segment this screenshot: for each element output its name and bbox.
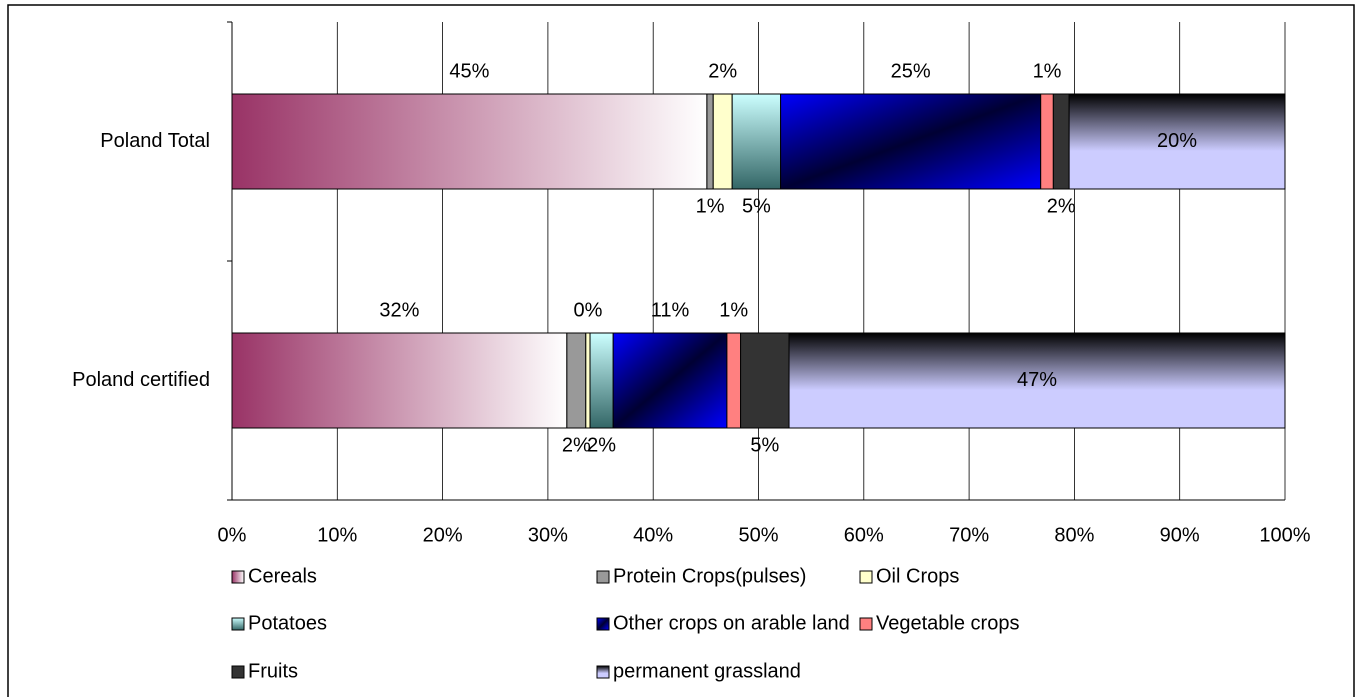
legend-label: Fruits [248, 660, 298, 682]
x-tick-label: 90% [1160, 524, 1200, 546]
bar-segment [566, 332, 587, 429]
bar-segment [612, 332, 728, 429]
category-label: Poland Total [100, 130, 210, 152]
x-tick-label: 20% [423, 524, 463, 546]
bar-segment [231, 93, 708, 190]
bar-segment [731, 93, 782, 190]
legend-label: Potatoes [248, 612, 327, 634]
legend-swatch [596, 617, 610, 631]
x-tick-label: 80% [1054, 524, 1094, 546]
value-label: 2% [708, 60, 737, 82]
x-tick-label: 30% [528, 524, 568, 546]
legend-label: Other crops on arable land [613, 612, 850, 634]
legend-swatch [859, 570, 873, 584]
bar-segment [740, 332, 790, 429]
value-label: 2% [1047, 195, 1076, 217]
bar-segment [1052, 93, 1070, 190]
bar-segment [726, 332, 742, 429]
value-label: 2% [562, 434, 591, 456]
legend-label: permanent grassland [613, 660, 801, 682]
value-label: 20% [1157, 130, 1197, 152]
bar-segment [585, 332, 591, 429]
value-label: 47% [1017, 369, 1057, 391]
x-tick-label: 50% [738, 524, 778, 546]
bar-segment [589, 332, 614, 429]
value-label: 1% [719, 299, 748, 321]
value-label: 5% [750, 434, 779, 456]
legend-swatch [596, 570, 610, 584]
value-label: 11% [651, 299, 690, 321]
legend-label: Protein Crops(pulses) [613, 565, 806, 587]
bar-segment [712, 93, 733, 190]
bar-segment [1068, 93, 1286, 190]
category-label: Poland certified [72, 369, 210, 391]
x-tick-label: 40% [633, 524, 673, 546]
value-label: 0% [573, 299, 602, 321]
legend-swatch [859, 617, 873, 631]
legend-swatch [596, 665, 610, 679]
value-label: 5% [742, 195, 771, 217]
x-tick-label: 0% [218, 524, 247, 546]
legend-label: Cereals [248, 565, 317, 587]
value-label: 1% [696, 195, 725, 217]
x-tick-label: 70% [949, 524, 989, 546]
x-tick-label: 100% [1259, 524, 1310, 546]
value-label: 32% [379, 299, 419, 321]
value-label: 1% [1033, 60, 1062, 82]
bar-segment [1040, 93, 1054, 190]
x-tick-label: 60% [844, 524, 884, 546]
bar-segment [231, 332, 568, 429]
value-label: 25% [891, 60, 931, 82]
bar-segment [780, 93, 1042, 190]
legend-swatch [231, 570, 245, 584]
value-label: 2% [587, 434, 616, 456]
frame [7, 4, 1355, 697]
legend-label: Oil Crops [876, 565, 959, 587]
value-label: 45% [449, 60, 489, 82]
bar-segment [788, 332, 1286, 429]
legend-swatch [231, 617, 245, 631]
legend-swatch [231, 665, 245, 679]
bar-segment [706, 93, 714, 190]
legend-label: Vegetable crops [876, 612, 1019, 634]
x-tick-label: 10% [317, 524, 357, 546]
